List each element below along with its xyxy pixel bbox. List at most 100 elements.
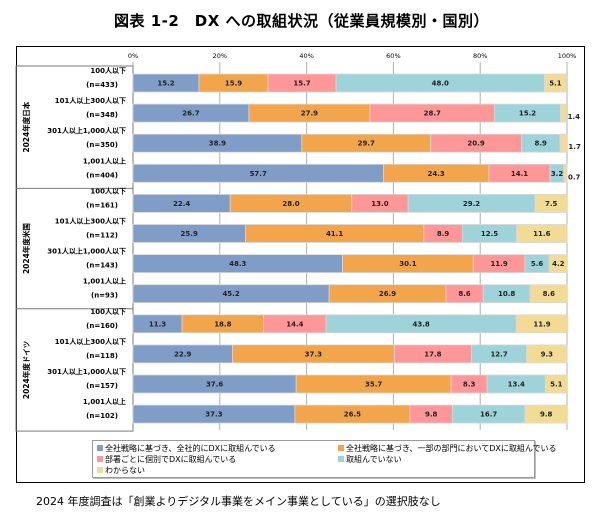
data-label: 11.3 xyxy=(149,320,166,328)
data-label: 18.8 xyxy=(214,320,231,328)
bar-segment xyxy=(559,133,568,153)
data-label: 0.7 xyxy=(568,173,581,181)
category-label: 301人以上1,000人以下 xyxy=(47,126,126,135)
data-label: 8.9 xyxy=(437,230,450,238)
data-label: 22.4 xyxy=(173,200,190,208)
data-label: 5.6 xyxy=(531,260,544,268)
group-label: 2024年度日本 xyxy=(21,101,31,152)
data-label: 28.7 xyxy=(424,110,441,118)
data-label: 7.5 xyxy=(545,200,558,208)
data-label: 43.8 xyxy=(413,320,430,328)
bar-segment xyxy=(534,193,568,213)
data-label: 14.1 xyxy=(511,170,528,178)
data-label: 8.6 xyxy=(458,290,471,298)
data-label: 29.7 xyxy=(358,140,375,148)
legend-item-individual-departments: 部署ごとに個別でDXに取組んでいる xyxy=(97,455,236,465)
data-label: 13.0 xyxy=(371,200,388,208)
legend-item-not-engaged: 取組んでいない xyxy=(338,455,402,465)
footnote: 2024 年度調査は「創業よりデジタル事業をメイン事業としている」の選択肢なし xyxy=(36,495,441,508)
data-label: 26.5 xyxy=(344,411,361,419)
legend-swatch xyxy=(97,444,103,451)
category-n-label: (n=118) xyxy=(86,352,118,360)
x-tick-label: 100% xyxy=(558,52,577,60)
bar-segment xyxy=(560,103,567,123)
legend-label: 取組んでいない xyxy=(346,455,402,464)
category-n-label: (n=93) xyxy=(91,292,118,300)
data-label: 11.9 xyxy=(490,260,507,268)
data-label: 8.9 xyxy=(535,140,548,148)
category-n-label: (n=112) xyxy=(86,232,118,240)
data-label: 13.4 xyxy=(508,381,525,389)
data-label: 9.8 xyxy=(425,411,438,419)
category-label: 101人以上300人以下 xyxy=(55,217,126,226)
data-label: 37.6 xyxy=(206,381,223,389)
legend-item-company-wide: 全社戦略に基づき、全社的にDXに取組んでいる xyxy=(97,444,276,454)
group-label: 2024年度ドイツ xyxy=(21,341,31,399)
x-tick-label: 0% xyxy=(128,52,138,60)
bar-segment xyxy=(526,344,568,364)
data-label: 22.9 xyxy=(174,350,191,358)
category-label: 1,001人以上 xyxy=(83,156,126,165)
chart-title: 図表 1-2 DX への取組状況（従業員規模別・国別） xyxy=(113,12,490,30)
legend-item-some-departments: 全社戦略に基づき、一部の部門においてDXに取組んでいる xyxy=(338,444,556,454)
data-label: 25.9 xyxy=(181,230,198,238)
data-label: 26.7 xyxy=(182,110,199,118)
bar-segment xyxy=(515,314,569,334)
x-tick-label: 20% xyxy=(213,52,227,60)
data-label: 28.0 xyxy=(282,200,299,208)
data-label: 8.3 xyxy=(463,381,476,389)
legend-label: 部署ごとに個別でDXに取組んでいる xyxy=(105,455,237,464)
category-label: 301人以上1,000人以下 xyxy=(47,247,126,256)
bar-segment xyxy=(524,404,568,424)
bar-segment xyxy=(563,163,568,183)
data-label: 37.3 xyxy=(305,350,322,358)
data-label: 27.9 xyxy=(301,110,318,118)
data-label: 48.3 xyxy=(229,260,246,268)
bar-segment xyxy=(548,254,568,274)
category-n-label: (n=143) xyxy=(86,262,118,270)
data-label: 29.2 xyxy=(463,200,480,208)
data-label: 38.9 xyxy=(209,140,226,148)
data-label: 15.2 xyxy=(157,80,174,88)
category-label: 101人以上300人以下 xyxy=(55,337,126,346)
legend-swatch xyxy=(97,455,103,462)
data-label: 35.7 xyxy=(365,381,382,389)
data-label: 15.9 xyxy=(225,80,242,88)
data-label: 20.9 xyxy=(467,140,484,148)
category-label: 1,001人以上 xyxy=(83,277,126,286)
data-label: 11.6 xyxy=(533,230,550,238)
data-label: 26.9 xyxy=(379,290,396,298)
data-label: 5.1 xyxy=(549,80,562,88)
category-n-label: (n=102) xyxy=(86,412,118,420)
legend-item-unknown: わからない xyxy=(97,466,145,476)
bar-segment xyxy=(544,374,568,394)
category-n-label: (n=157) xyxy=(86,382,118,390)
legend-label: 全社戦略に基づき、全社的にDXに取組んでいる xyxy=(105,444,276,453)
category-label: 301人以上1,000人以下 xyxy=(47,367,126,376)
category-n-label: (n=433) xyxy=(86,81,118,89)
data-label: 12.5 xyxy=(481,230,498,238)
data-label: 11.9 xyxy=(533,320,550,328)
data-label: 3.2 xyxy=(551,170,564,178)
data-label: 41.1 xyxy=(326,230,343,238)
data-label: 16.7 xyxy=(480,411,497,419)
data-label: 15.2 xyxy=(519,110,536,118)
bar-segment xyxy=(544,73,567,93)
data-label: 57.7 xyxy=(250,170,267,178)
x-tick-label: 60% xyxy=(386,52,400,60)
legend-label: 全社戦略に基づき、一部の部門においてDXに取組んでいる xyxy=(346,444,557,453)
x-tick-label: 80% xyxy=(473,52,487,60)
category-n-label: (n=161) xyxy=(86,201,118,209)
data-label: 14.4 xyxy=(286,320,303,328)
bar-segment xyxy=(529,284,568,304)
data-label: 5.1 xyxy=(550,381,563,389)
category-label-box xyxy=(15,65,134,432)
data-label: 1.7 xyxy=(568,143,581,151)
legend-swatch xyxy=(97,466,103,473)
group-label: 2024年度米国 xyxy=(21,223,31,274)
bar-segment xyxy=(516,224,568,243)
legend-swatch xyxy=(338,455,344,462)
data-label: 1.4 xyxy=(568,113,581,121)
data-label: 45.2 xyxy=(222,290,239,298)
